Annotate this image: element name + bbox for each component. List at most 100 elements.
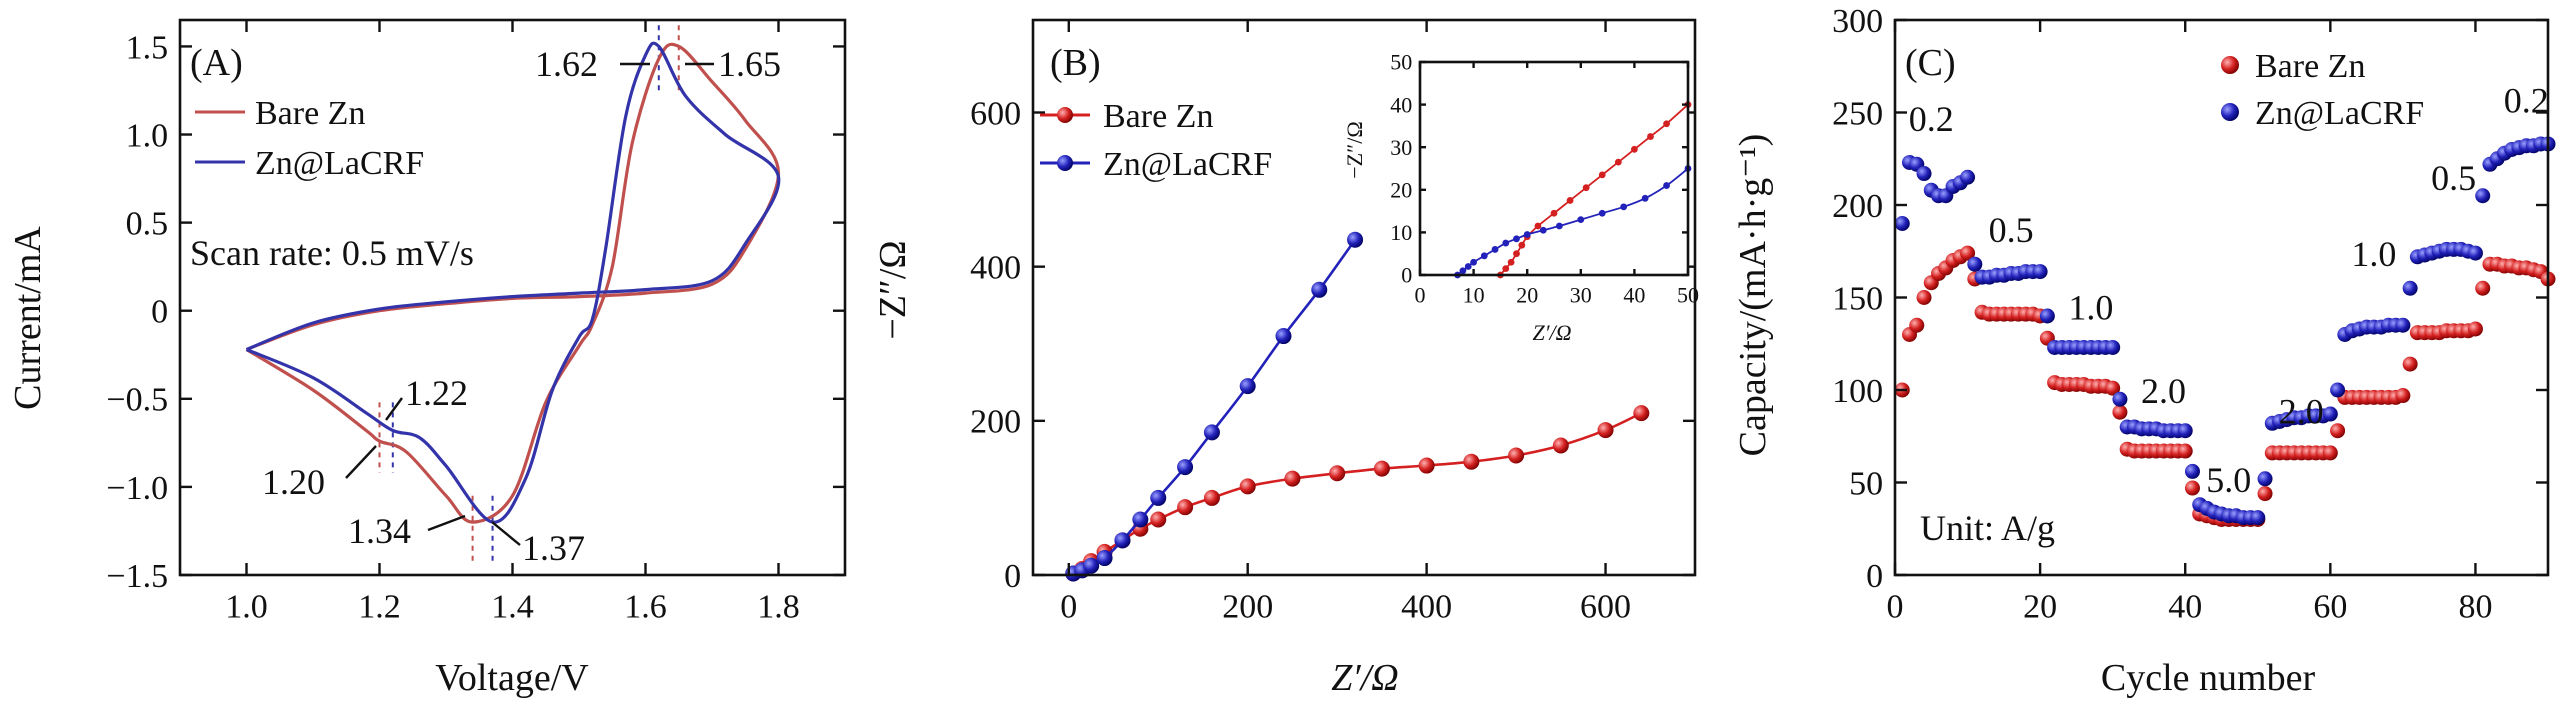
inset-point-bare-zn — [1582, 184, 1590, 192]
legend-b-lacrf-label: Zn@LaCRF — [1103, 146, 1272, 183]
inset-point-zn-lacrf — [1502, 239, 1510, 247]
panel-b-series — [1065, 231, 1650, 582]
inset-point-zn-lacrf — [1459, 267, 1467, 275]
panel-a-axes: 1.0 1.2 1.4 1.6 1.8 −1.5 −1.0 −0.5 0 0.5 1.0 1.5 — [106, 18, 847, 626]
axis-inset-ytick-label: 20 — [1390, 178, 1412, 203]
capacity-point-zn-lacrf — [2402, 280, 2418, 296]
inset-point-zn-lacrf — [1555, 222, 1563, 230]
eis-point-bare-zn — [1239, 478, 1256, 495]
capacity-point-zn-lacrf — [2330, 382, 2346, 398]
axis-c-ytick-label: 0 — [1866, 558, 1883, 595]
axis-inset-xtick-label: 50 — [1677, 283, 1699, 308]
capacity-point-zn-lacrf — [2395, 317, 2411, 333]
capacity-point-bare-zn — [2402, 356, 2418, 372]
eis-point-bare-zn — [1203, 489, 1220, 506]
panel-a-xlabel: Voltage/V — [435, 657, 589, 699]
capacity-point-zn-lacrf — [2184, 463, 2200, 479]
panel-a-annotations: 1.62 1.65 1.22 1.20 1.34 1.37 — [262, 44, 781, 568]
capacity-point-zn-lacrf — [1967, 256, 1983, 272]
axis-inset-xtick-label: 10 — [1463, 283, 1485, 308]
axis-b-ytick-label: 200 — [970, 404, 1021, 441]
capacity-point-bare-zn — [2395, 388, 2411, 404]
eis-point-bare-zn — [1463, 453, 1480, 470]
panel-b-legend: Bare Zn Zn@LaCRF — [1040, 98, 1272, 183]
inset-point-bare-zn — [1507, 258, 1515, 266]
axis-a-ytick-label: 0.5 — [126, 206, 169, 243]
axis-inset-ytick-label: 30 — [1390, 135, 1412, 160]
inset-point-zn-lacrf — [1464, 263, 1472, 270]
axis-b-ytick-label: 600 — [970, 95, 1021, 132]
axis-c-xtick-label: 0 — [1887, 589, 1904, 626]
capacity-point-bare-zn — [2257, 486, 2273, 502]
axis-a-xtick-label: 1.4 — [491, 589, 534, 626]
axis-c-ytick-label: 50 — [1849, 465, 1883, 502]
capacity-point-bare-zn — [2322, 445, 2338, 461]
rate-label: 5.0 — [2206, 460, 2251, 500]
inset-ylabel: −Z″/Ω — [1342, 121, 1367, 178]
axis-a-ytick-label: 0 — [151, 294, 168, 331]
axis-a-xtick-label: 1.8 — [757, 589, 800, 626]
panel-a-cv-chart: 1.0 1.2 1.4 1.6 1.8 −1.5 −1.0 −0.5 0 0.5 1.0 1.5 (A… — [7, 18, 847, 699]
capacity-point-bare-zn — [1916, 290, 1932, 305]
inset-point-bare-zn — [1518, 241, 1526, 249]
arrow-a-1-37 — [491, 521, 521, 546]
annot-a-1-34: 1.34 — [348, 511, 411, 551]
eis-point-zn-lacrf — [1239, 378, 1256, 395]
capacity-point-bare-zn — [2105, 380, 2121, 396]
inset-point-zn-lacrf — [1598, 209, 1606, 217]
panel-a-label: (A) — [190, 42, 243, 84]
capacity-point-zn-lacrf — [2257, 471, 2273, 487]
eis-point-zn-lacrf — [1096, 550, 1113, 567]
capacity-point-zn-lacrf — [2105, 339, 2121, 355]
capacity-point-bare-zn — [1960, 245, 1976, 261]
capacity-point-bare-zn — [2467, 321, 2483, 337]
rate-label: 0.5 — [2431, 158, 2476, 198]
rate-label: 2.0 — [2279, 391, 2324, 431]
legend-c-lacrf-label: Zn@LaCRF — [2255, 95, 2424, 132]
axis-a-ytick-label: −0.5 — [106, 382, 168, 419]
inset-point-zn-lacrf — [1480, 252, 1488, 260]
panel-a-peak-guides — [378, 25, 680, 561]
inset-point-bare-zn — [1647, 133, 1654, 140]
capacity-point-zn-lacrf — [1894, 216, 1910, 231]
eis-point-zn-lacrf — [1347, 231, 1364, 248]
capacity-point-bare-zn — [2330, 423, 2346, 439]
axis-inset-xtick-label: 30 — [1570, 283, 1592, 308]
capacity-point-zn-lacrf — [2467, 245, 2483, 261]
eis-point-bare-zn — [1284, 470, 1301, 487]
axis-inset-ytick-label: 50 — [1390, 50, 1412, 75]
annot-a-1-37: 1.37 — [522, 528, 585, 568]
axis-a-xtick-label: 1.6 — [624, 589, 667, 626]
axis-inset-xtick-label: 20 — [1516, 283, 1538, 308]
axis-c-ytick-label: 200 — [1832, 188, 1883, 225]
eis-point-bare-zn — [1150, 511, 1167, 528]
axis-c-ytick-label: 300 — [1832, 3, 1883, 40]
axis-a-ytick-label: −1.0 — [106, 470, 168, 507]
axis-a-ytick-label: 1.5 — [126, 29, 169, 66]
panel-a-legend: Bare Zn Zn@LaCRF — [195, 95, 424, 182]
panel-b-inset: 0 10 20 30 40 50 0 10 20 30 40 50 Z′/Ω −Z″/Ω — [1342, 50, 1699, 345]
eis-point-zn-lacrf — [1150, 489, 1167, 506]
panel-a-scan-rate-note: Scan rate: 0.5 mV/s — [190, 233, 474, 273]
panel-c-legend: Bare Zn Zn@LaCRF — [2221, 48, 2424, 132]
eis-point-zn-lacrf — [1083, 557, 1100, 574]
capacity-point-zn-lacrf — [1916, 166, 1932, 182]
arrow-a-1-20 — [345, 445, 377, 479]
capacity-point-zn-lacrf — [2032, 264, 2048, 280]
panel-c-axes: 0 20 40 60 80 0 50 100 150 200 250 300 — [1832, 3, 2550, 626]
inset-point-zn-lacrf — [1620, 203, 1628, 211]
legend-b-bare-zn-label: Bare Zn — [1103, 98, 1213, 135]
legend-a-lacrf-label: Zn@LaCRF — [255, 145, 424, 182]
axis-inset-ytick-label: 0 — [1401, 263, 1412, 288]
capacity-point-bare-zn — [2177, 443, 2193, 459]
inset-axes: 0 10 20 30 40 50 0 10 20 30 40 50 — [1390, 50, 1699, 308]
axis-b-xtick-label: 200 — [1222, 589, 1273, 626]
rate-label: 0.2 — [1909, 99, 1954, 139]
axis-c-xtick-label: 20 — [2023, 589, 2057, 626]
eis-point-bare-zn — [1508, 447, 1525, 464]
axis-a-xtick-label: 1.2 — [358, 589, 401, 626]
capacity-point-bare-zn — [1909, 317, 1925, 333]
axis-inset-frame — [1418, 60, 1690, 277]
eis-point-zn-lacrf — [1177, 459, 1194, 476]
